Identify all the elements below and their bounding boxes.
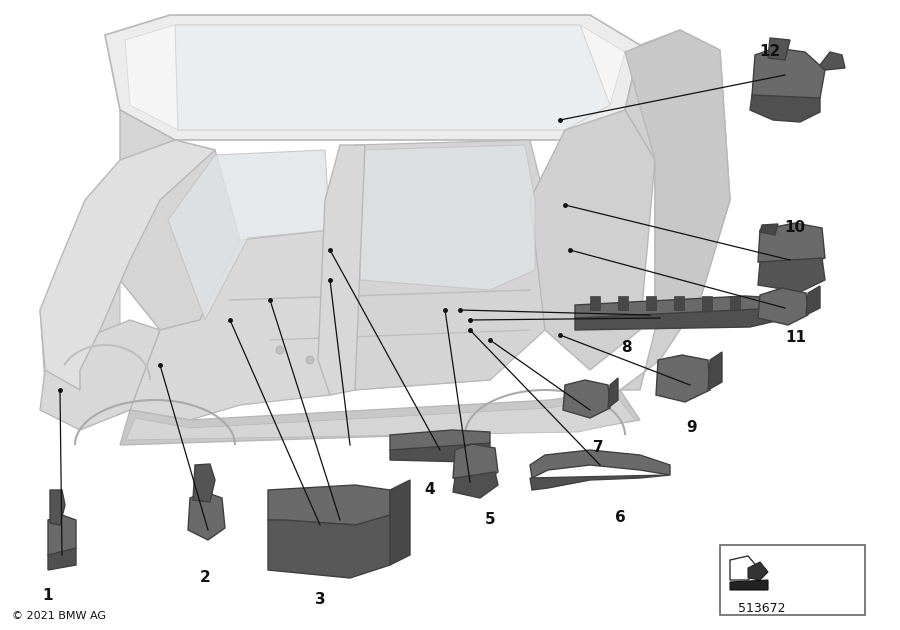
Polygon shape — [530, 475, 670, 490]
Polygon shape — [126, 398, 635, 440]
Polygon shape — [530, 110, 655, 370]
Polygon shape — [390, 443, 490, 462]
Polygon shape — [752, 48, 825, 108]
Text: 3: 3 — [315, 592, 325, 607]
Polygon shape — [625, 30, 730, 330]
Text: 8: 8 — [621, 340, 631, 355]
Text: 4: 4 — [425, 483, 436, 498]
Polygon shape — [758, 223, 825, 268]
Polygon shape — [748, 562, 768, 580]
Text: 12: 12 — [760, 45, 780, 59]
Polygon shape — [120, 390, 640, 445]
Polygon shape — [175, 25, 610, 130]
Polygon shape — [360, 145, 535, 290]
Polygon shape — [620, 30, 730, 390]
Text: 2: 2 — [200, 571, 211, 585]
Polygon shape — [268, 485, 390, 525]
Polygon shape — [40, 280, 120, 400]
Polygon shape — [646, 296, 656, 310]
Text: 7: 7 — [593, 440, 603, 455]
Polygon shape — [318, 145, 365, 395]
Polygon shape — [708, 352, 722, 390]
Circle shape — [276, 346, 284, 354]
Text: © 2021 BMW AG: © 2021 BMW AG — [12, 611, 106, 621]
Text: 1: 1 — [43, 588, 53, 602]
Polygon shape — [40, 320, 160, 430]
Text: 5: 5 — [485, 512, 495, 527]
Polygon shape — [193, 464, 215, 502]
Polygon shape — [390, 430, 490, 450]
Polygon shape — [200, 230, 540, 405]
Polygon shape — [48, 548, 76, 570]
Polygon shape — [758, 258, 825, 292]
Text: 10: 10 — [785, 220, 806, 236]
Polygon shape — [40, 140, 215, 390]
Polygon shape — [105, 15, 640, 140]
Polygon shape — [120, 110, 240, 330]
Polygon shape — [768, 38, 790, 60]
Polygon shape — [130, 230, 330, 420]
Polygon shape — [453, 444, 498, 485]
Text: 513672: 513672 — [738, 602, 786, 614]
Polygon shape — [355, 140, 545, 390]
Polygon shape — [168, 150, 330, 320]
Polygon shape — [806, 286, 820, 315]
Polygon shape — [820, 52, 845, 70]
Polygon shape — [530, 450, 670, 478]
Polygon shape — [730, 296, 740, 310]
Polygon shape — [575, 308, 780, 330]
Polygon shape — [608, 378, 618, 408]
Polygon shape — [750, 95, 820, 122]
Polygon shape — [390, 480, 410, 565]
Polygon shape — [702, 296, 712, 310]
Polygon shape — [656, 355, 710, 402]
Polygon shape — [760, 224, 778, 235]
Circle shape — [336, 361, 344, 369]
Polygon shape — [575, 296, 780, 318]
Text: 9: 9 — [687, 420, 698, 435]
Text: 6: 6 — [615, 510, 626, 525]
Polygon shape — [618, 296, 628, 310]
Polygon shape — [563, 380, 610, 418]
Polygon shape — [730, 556, 760, 580]
Polygon shape — [268, 515, 390, 578]
Polygon shape — [730, 580, 768, 590]
Polygon shape — [50, 490, 65, 525]
Polygon shape — [125, 25, 625, 130]
Polygon shape — [590, 296, 600, 310]
Polygon shape — [674, 296, 684, 310]
Polygon shape — [48, 515, 76, 560]
Polygon shape — [188, 492, 225, 540]
Polygon shape — [758, 288, 808, 325]
Circle shape — [306, 356, 314, 364]
Polygon shape — [453, 472, 498, 498]
Text: 11: 11 — [786, 331, 806, 345]
Bar — [720, 545, 865, 615]
